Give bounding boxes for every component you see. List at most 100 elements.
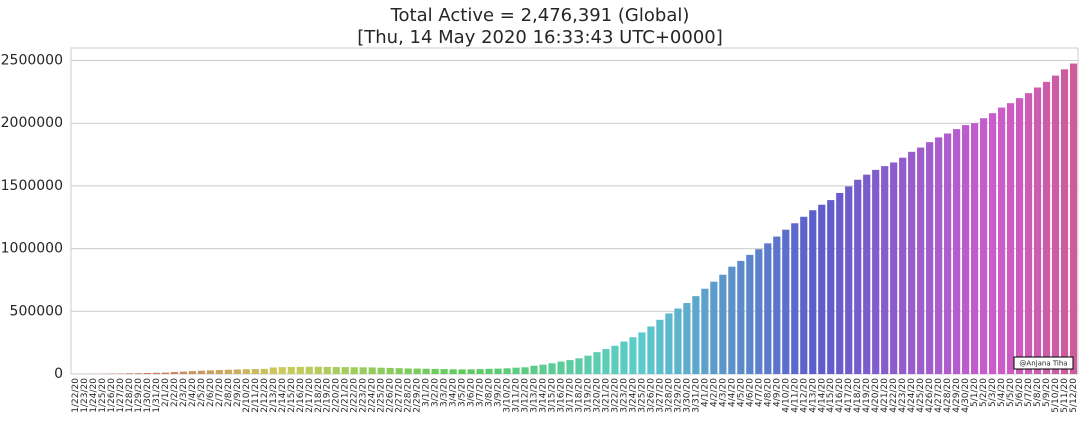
bar <box>503 368 511 374</box>
x-tick-label: 3/9/20 <box>494 378 504 407</box>
x-tick-label: 1/28/20 <box>125 378 135 413</box>
bar <box>584 355 592 374</box>
bar <box>665 313 673 374</box>
bar <box>917 147 925 374</box>
x-tick-label: 4/20/20 <box>871 378 881 413</box>
bar <box>962 125 970 374</box>
x-tick-label: 5/8/20 <box>1033 378 1043 407</box>
chart-subtitle: [Thu, 14 May 2020 16:33:43 UTC+0000] <box>357 27 723 48</box>
bar <box>566 360 574 374</box>
x-tick-label: 5/5/20 <box>1006 378 1016 407</box>
bar <box>881 166 889 374</box>
x-tick-label: 5/12/20 <box>1069 378 1079 413</box>
x-tick-label: 3/14/20 <box>539 378 549 413</box>
x-tick-label: 5/4/20 <box>997 378 1007 407</box>
x-tick-label: 4/28/20 <box>943 378 953 413</box>
bar <box>890 162 898 374</box>
bar <box>359 367 367 374</box>
x-tick-label: 4/12/20 <box>799 378 809 413</box>
x-tick-label: 3/21/20 <box>601 378 611 413</box>
bar <box>386 367 394 374</box>
x-tick-label: 2/27/20 <box>395 378 405 413</box>
x-tick-label: 3/19/20 <box>583 378 593 413</box>
bar <box>593 352 601 374</box>
bar <box>530 365 538 374</box>
bar <box>674 308 682 374</box>
bar <box>323 366 331 374</box>
x-tick-label: 3/12/20 <box>521 378 531 413</box>
x-tick-label: 3/4/20 <box>449 378 459 407</box>
x-tick-label: 2/15/20 <box>287 378 297 413</box>
x-tick-label: 4/9/20 <box>772 378 782 407</box>
x-tick-label: 2/17/20 <box>305 378 315 413</box>
bar <box>476 369 484 374</box>
x-tick-label: 2/26/20 <box>386 378 396 413</box>
bar <box>179 371 187 374</box>
x-tick-label: 3/23/20 <box>619 378 629 413</box>
x-tick-label: 3/18/20 <box>574 378 584 413</box>
x-tick-label: 5/3/20 <box>988 378 998 407</box>
bar <box>314 366 322 374</box>
x-tick-label: 4/25/20 <box>916 378 926 413</box>
x-tick-label: 1/27/20 <box>116 378 126 413</box>
x-tick-label: 2/1/20 <box>161 378 171 407</box>
annotation-box <box>1013 356 1074 370</box>
bar <box>152 372 161 374</box>
y-tick-label: 2000000 <box>1 115 63 131</box>
x-tick-label: 4/4/20 <box>727 378 737 407</box>
x-tick-label: 3/10/20 <box>503 378 513 413</box>
x-tick-label: 3/11/20 <box>512 378 522 413</box>
bar <box>467 369 475 374</box>
x-tick-label: 4/3/20 <box>718 378 728 407</box>
bar <box>782 229 790 374</box>
x-tick-label: 2/9/20 <box>233 378 243 407</box>
bar <box>1042 81 1051 374</box>
x-tick-label: 5/11/20 <box>1060 378 1070 413</box>
bar <box>710 281 718 374</box>
x-tick-label: 2/3/20 <box>179 378 189 407</box>
bar <box>278 367 286 374</box>
x-tick-label: 1/25/20 <box>98 378 108 413</box>
bar <box>773 236 781 374</box>
bar <box>764 243 772 374</box>
x-tick-label: 4/2/20 <box>709 378 719 407</box>
bar <box>242 369 250 374</box>
x-tick-label: 1/30/20 <box>143 378 153 413</box>
x-tick-label: 1/29/20 <box>134 378 144 413</box>
x-tick-label: 1/23/20 <box>80 378 90 413</box>
x-tick-label: 2/24/20 <box>368 378 378 413</box>
x-tick-label: 3/27/20 <box>655 378 665 413</box>
plot-frame <box>70 47 1079 375</box>
bar <box>701 288 709 374</box>
bar <box>908 151 916 374</box>
bar <box>350 367 358 374</box>
x-tick-label: 3/31/20 <box>691 378 701 413</box>
x-tick-label: 5/9/20 <box>1042 378 1052 407</box>
x-tick-label: 3/20/20 <box>592 378 602 413</box>
x-tick-label: 4/17/20 <box>844 378 854 413</box>
bar <box>809 210 817 374</box>
x-tick-label: 2/6/20 <box>206 378 216 407</box>
x-tick-label: 5/6/20 <box>1015 378 1025 407</box>
bar <box>872 169 880 374</box>
bar <box>224 369 232 374</box>
bar <box>134 373 143 374</box>
x-tick-label: 3/24/20 <box>628 378 638 413</box>
x-tick-label: 1/26/20 <box>107 378 117 413</box>
x-tick-label: 3/22/20 <box>610 378 620 413</box>
bar <box>431 368 439 374</box>
x-tick-label: 4/23/20 <box>898 378 908 413</box>
bar <box>341 367 349 374</box>
bar <box>719 274 727 374</box>
x-tick-label: 4/30/20 <box>961 378 971 413</box>
x-tick-label: 1/31/20 <box>152 378 162 413</box>
bar <box>575 358 583 374</box>
bar <box>251 369 259 374</box>
x-tick-label: 4/10/20 <box>781 378 791 413</box>
bar <box>287 367 295 374</box>
x-tick-label: 2/16/20 <box>296 378 306 413</box>
x-tick-label: 2/7/20 <box>215 378 225 407</box>
bar <box>548 363 556 374</box>
bar <box>638 332 646 374</box>
